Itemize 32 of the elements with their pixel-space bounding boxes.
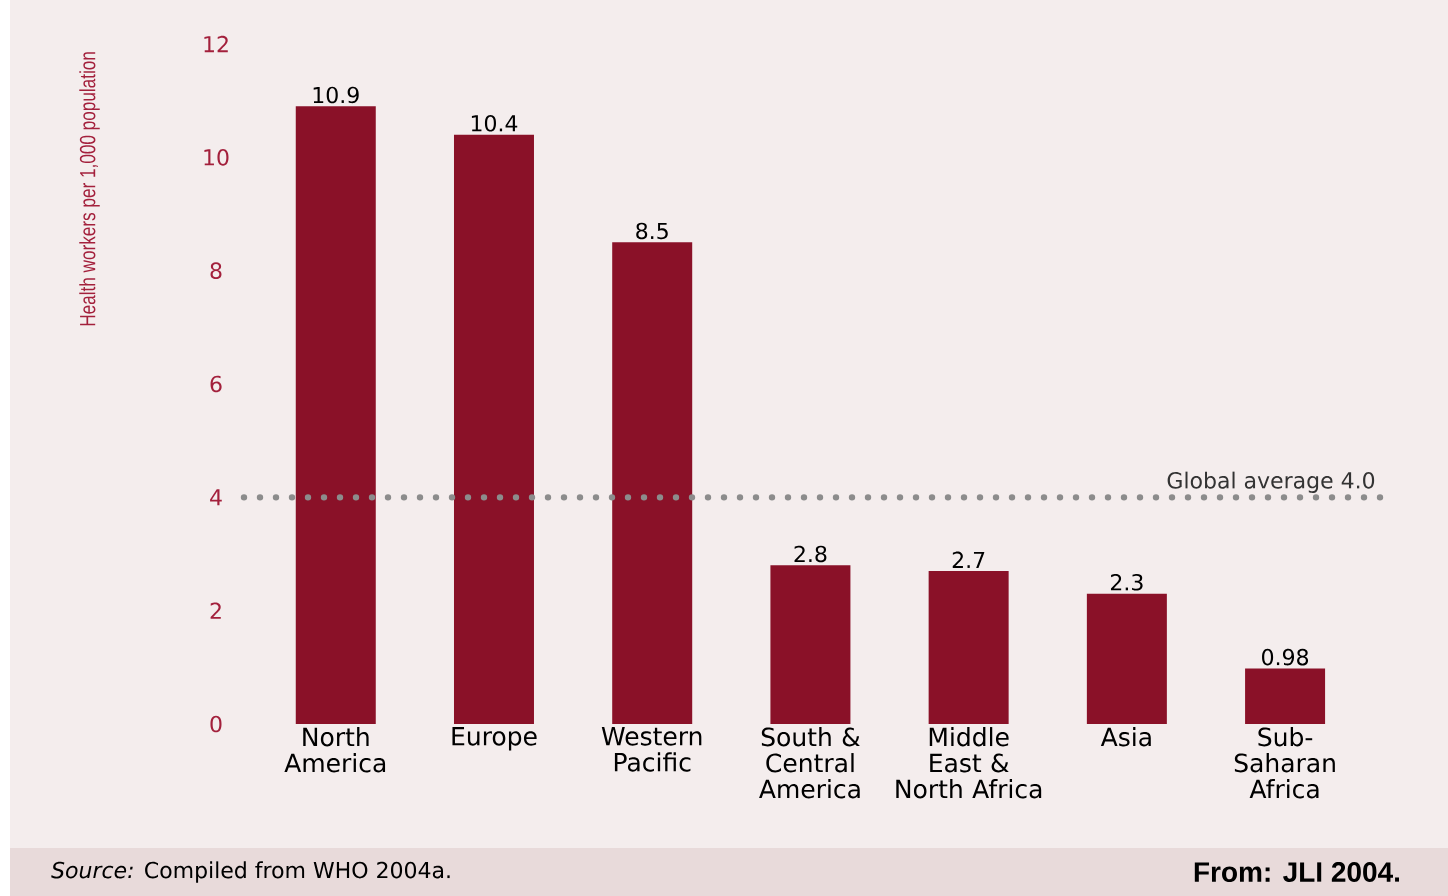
data-label: 2.7 — [952, 551, 985, 568]
x-tick-label: Western Pacific — [601, 727, 702, 772]
y-tick-label: 2 — [210, 602, 221, 619]
data-label: 8.5 — [636, 222, 668, 240]
y-tick-label: 6 — [210, 375, 222, 393]
y-tick-label: 12 — [204, 35, 228, 53]
bar — [1245, 668, 1326, 724]
data-label: 2.3 — [1110, 573, 1143, 591]
data-label: 0.98 — [1262, 648, 1309, 666]
x-tick-label: Sub-Saharan Africa — [1234, 727, 1335, 799]
text: Source: Compiled from WHO 2004a. — [51, 861, 450, 883]
x-tick-label: Europe — [452, 727, 537, 751]
y-tick-label: 8 — [210, 262, 222, 279]
bar — [612, 242, 693, 724]
x-tick-label: Middle East & North Africa — [896, 727, 1042, 799]
bar — [770, 565, 851, 724]
y-tick-label: 4 — [210, 489, 222, 506]
text: From: JLI 2004. — [1194, 862, 1400, 882]
y-tick-label: 0 — [210, 715, 222, 733]
data-label: 10.4 — [471, 114, 518, 132]
y-axis-title: Health workers per 1,000 population — [79, 52, 100, 326]
x-tick-label: North America — [284, 727, 386, 773]
bar — [295, 106, 376, 724]
x-tick-label: South & Central America — [759, 727, 860, 799]
bar — [453, 134, 534, 724]
ref-line-label: Global average 4.0 — [1167, 471, 1375, 493]
y-tick-label: 10 — [204, 149, 229, 166]
bar — [1086, 593, 1167, 724]
x-tick-label: Asia — [1100, 727, 1151, 747]
data-label: 10.9 — [313, 86, 359, 104]
bar — [928, 571, 1009, 724]
data-label: 2.8 — [794, 545, 827, 563]
